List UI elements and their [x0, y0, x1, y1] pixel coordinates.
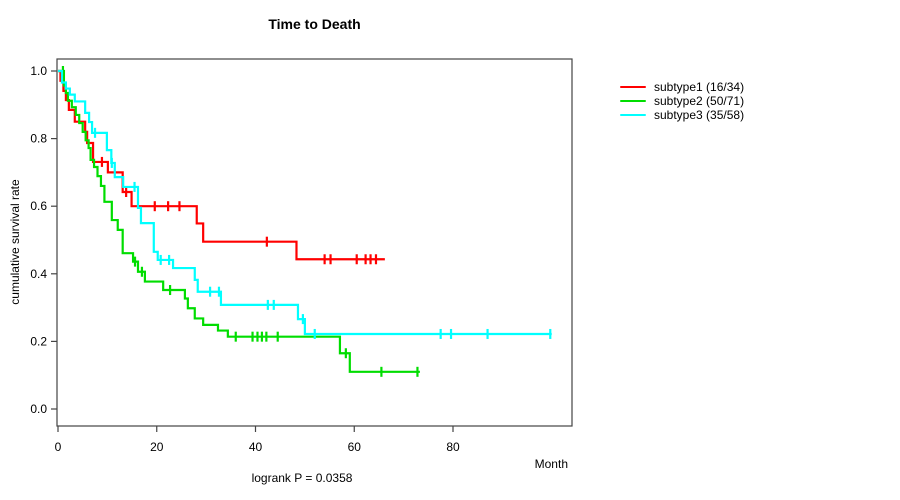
- legend-row-subtype1: subtype1 (16/34): [620, 80, 744, 94]
- x-tick-label: 60: [348, 440, 362, 454]
- y-tick-label: 0.4: [30, 267, 47, 281]
- x-tick-label: 40: [249, 440, 263, 454]
- y-tick-label: 0.2: [30, 334, 47, 348]
- chart-title: Time to Death: [268, 16, 361, 32]
- legend-row-subtype3: subtype3 (35/58): [620, 108, 744, 122]
- y-tick-label: 0.6: [30, 199, 47, 213]
- y-tick-label: 1.0: [30, 64, 47, 78]
- logrank-annotation: logrank P = 0.0358: [251, 471, 353, 485]
- legend: subtype1 (16/34) subtype2 (50/71) subtyp…: [620, 80, 744, 122]
- survival-curve-3: [58, 69, 552, 336]
- x-tick-label: 20: [150, 440, 164, 454]
- x-axis-label: Month: [534, 457, 568, 471]
- legend-line-subtype1: [620, 85, 646, 89]
- survival-curve-2: [58, 69, 420, 373]
- y-axis-label: cumulative survival rate: [8, 179, 22, 305]
- x-tick-label: 0: [55, 440, 62, 454]
- legend-label-subtype3: subtype3 (35/58): [654, 108, 745, 122]
- x-tick-label: 80: [446, 440, 460, 454]
- legend-row-subtype2: subtype2 (50/71): [620, 94, 744, 108]
- legend-label-subtype2: subtype2 (50/71): [654, 94, 745, 108]
- y-tick-label: 0.8: [30, 132, 47, 146]
- legend-line-subtype2: [620, 99, 646, 103]
- survival-curve-1: [58, 69, 385, 261]
- legend-label-subtype1: subtype1 (16/34): [654, 80, 745, 94]
- legend-line-subtype3: [620, 113, 646, 117]
- y-tick-label: 0.0: [30, 402, 47, 416]
- plot-border: [56, 58, 573, 427]
